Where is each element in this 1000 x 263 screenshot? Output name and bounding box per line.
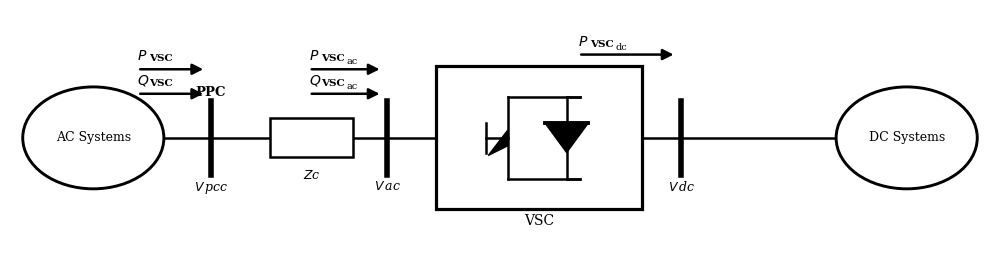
Text: $Z$c: $Z$c [303, 169, 320, 182]
Polygon shape [545, 123, 588, 153]
Text: VSC: VSC [321, 79, 344, 88]
Text: dc: dc [616, 43, 627, 52]
Text: $V\,$dc: $V\,$dc [668, 180, 695, 194]
Text: $P$: $P$ [309, 49, 319, 63]
Text: $P$: $P$ [137, 49, 148, 63]
Text: DC Systems: DC Systems [869, 132, 945, 144]
Text: VSC: VSC [590, 40, 614, 49]
Text: $P$: $P$ [578, 35, 589, 49]
Text: $V\,$ac: $V\,$ac [374, 180, 401, 193]
Text: $Q$: $Q$ [137, 73, 150, 88]
Text: VSC: VSC [321, 54, 344, 63]
Ellipse shape [836, 87, 977, 189]
Text: PPC: PPC [196, 86, 226, 99]
Bar [270, 118, 353, 158]
Bar [436, 66, 642, 209]
Text: $V\,$pcc: $V\,$pcc [194, 180, 228, 196]
Text: VSC: VSC [524, 214, 554, 228]
Text: AC Systems: AC Systems [56, 132, 131, 144]
Ellipse shape [23, 87, 164, 189]
Polygon shape [488, 130, 508, 155]
Text: $Q$: $Q$ [309, 73, 321, 88]
Text: ac: ac [346, 82, 357, 91]
Text: VSC: VSC [149, 79, 173, 88]
Text: ac: ac [346, 57, 357, 66]
Text: VSC: VSC [149, 54, 173, 63]
